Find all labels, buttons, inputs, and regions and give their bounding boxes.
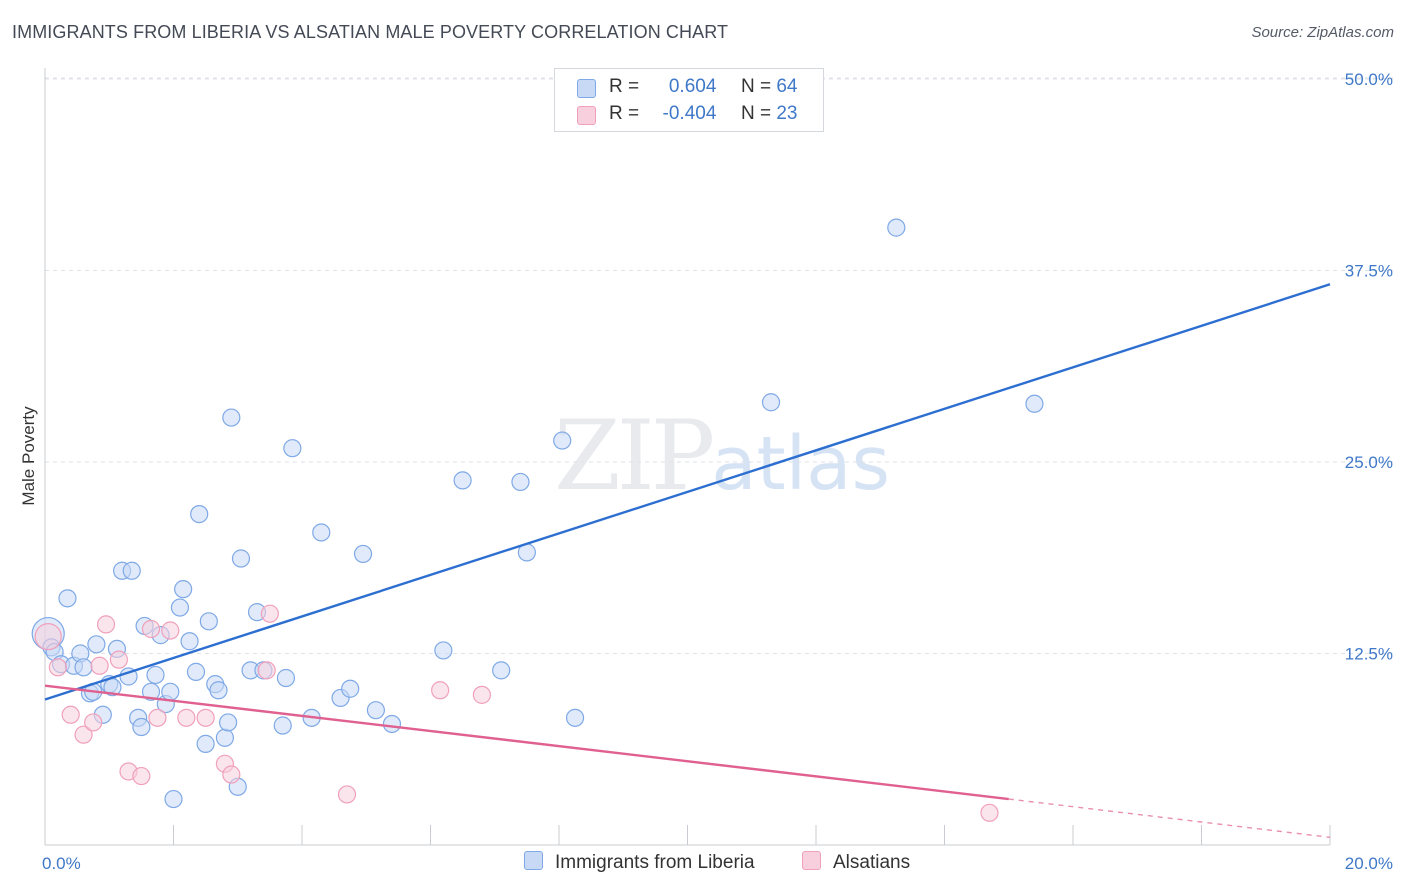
liberia-point (174, 580, 193, 599)
x-tick-label-min: 0.0% (42, 854, 81, 873)
liberia-point (222, 408, 241, 427)
alsatian-point (161, 621, 180, 640)
liberia-point (276, 668, 296, 688)
alsatian-point (196, 708, 215, 727)
alsatian-point (431, 681, 450, 700)
legend-r-value: -0.404 (662, 103, 717, 124)
alsatian-point (90, 656, 109, 675)
bottom-legend-label: Immigrants from Liberia (555, 852, 755, 873)
bottom-legend-liberia: Immigrants from Liberia (524, 851, 755, 874)
liberia-point (132, 717, 151, 737)
source-label: Source: ZipAtlas.com (1251, 24, 1394, 41)
y-tick-label: 25.0% (1345, 453, 1393, 472)
liberia-point (553, 431, 572, 450)
alsatian-point (96, 615, 116, 634)
alsatian-point (48, 658, 67, 677)
legend-r-label: R = (609, 76, 640, 97)
chart-title: IMMIGRANTS FROM LIBERIA VS ALSATIAN MALE… (12, 22, 729, 42)
alsatian-point (148, 708, 167, 727)
legend-r-label: R = (609, 103, 640, 124)
alsatian-point (257, 661, 276, 680)
liberia-point (209, 681, 228, 700)
liberia-point (366, 701, 385, 720)
alsatian-trend-line (44, 684, 1009, 801)
alsatian-point (980, 803, 999, 822)
legend-n-label: N = (740, 103, 772, 124)
liberia-point (434, 641, 453, 660)
liberia-point (74, 658, 93, 677)
liberia-point (170, 598, 190, 617)
legend-swatch-blue (577, 79, 596, 98)
bottom-legend-swatch-pink (802, 851, 821, 870)
liberia-point (190, 504, 209, 524)
liberia-point (161, 682, 180, 701)
liberia-point (353, 544, 373, 564)
liberia-point (186, 662, 206, 681)
x-tick-labels: 0.0% 20.0% (42, 854, 1393, 873)
liberia-point (146, 665, 165, 685)
legend-stats-liberia: R = 0.604 N = 64 (609, 76, 797, 98)
alsatian-point (34, 623, 62, 651)
legend-n-value: 64 (776, 76, 798, 97)
liberia-point (87, 635, 106, 654)
x-tick-label-max: 20.0% (1345, 854, 1393, 873)
bottom-legend-swatch-blue (524, 851, 543, 870)
liberia-point (1025, 394, 1044, 413)
liberia-point (141, 682, 161, 701)
alsatian-point (132, 766, 151, 786)
liberia-point (180, 632, 199, 651)
liberia-point (283, 439, 302, 458)
liberia-point (453, 471, 472, 490)
alsatian-point (260, 604, 279, 623)
liberia-point (231, 549, 251, 568)
alsatian-point (337, 785, 357, 804)
alsatian-point (61, 705, 80, 724)
alsatian-point (109, 650, 128, 669)
liberia-point (492, 661, 511, 680)
correlation-legend: R = 0.604 N = 64 R = -0.404 N = 23 (554, 68, 824, 132)
liberia-trend-line (44, 283, 1331, 701)
alsatian-point (74, 725, 93, 744)
liberia-point (511, 472, 530, 492)
alsatian-point (177, 708, 196, 727)
bottom-legend-label: Alsatians (833, 852, 911, 873)
liberia-point (341, 679, 360, 698)
liberia-point (58, 589, 77, 608)
watermark-zip: ZIP (554, 400, 715, 512)
data-points (31, 218, 1044, 822)
legend-swatch-pink (577, 106, 596, 125)
y-axis-label: Male Poverty (19, 406, 38, 506)
y-tick-label: 50.0% (1345, 70, 1393, 89)
y-tick-label: 12.5% (1345, 645, 1393, 664)
liberia-point (219, 713, 238, 732)
y-tick-labels: 12.5% 25.0% 37.5% 50.0% (1345, 70, 1393, 664)
liberia-point (382, 714, 402, 734)
grid-lines (45, 77, 1395, 654)
liberia-point (196, 734, 215, 753)
liberia-point (312, 523, 331, 542)
legend-n-label: N = (740, 76, 772, 97)
liberia-point (215, 728, 234, 747)
axes (44, 68, 1331, 846)
liberia-point (164, 789, 183, 809)
liberia-point (565, 708, 585, 727)
alsatian-point (84, 713, 103, 732)
alsatian-point (141, 619, 161, 639)
alsatian-trend-extension (1008, 798, 1331, 839)
alsatian-point (472, 685, 491, 704)
liberia-point (122, 561, 141, 580)
legend-n-value: 23 (776, 103, 798, 124)
liberia-point (761, 393, 781, 412)
y-tick-label: 37.5% (1345, 262, 1393, 281)
legend-r-value: 0.604 (668, 76, 717, 97)
liberia-point (273, 716, 292, 735)
alsatian-point (222, 765, 241, 784)
liberia-point (887, 218, 906, 237)
liberia-point (199, 612, 218, 631)
legend-stats-alsatians: R = -0.404 N = 23 (609, 103, 797, 125)
trend-lines (44, 283, 1331, 839)
bottom-legend-alsatians: Alsatians (802, 851, 910, 874)
